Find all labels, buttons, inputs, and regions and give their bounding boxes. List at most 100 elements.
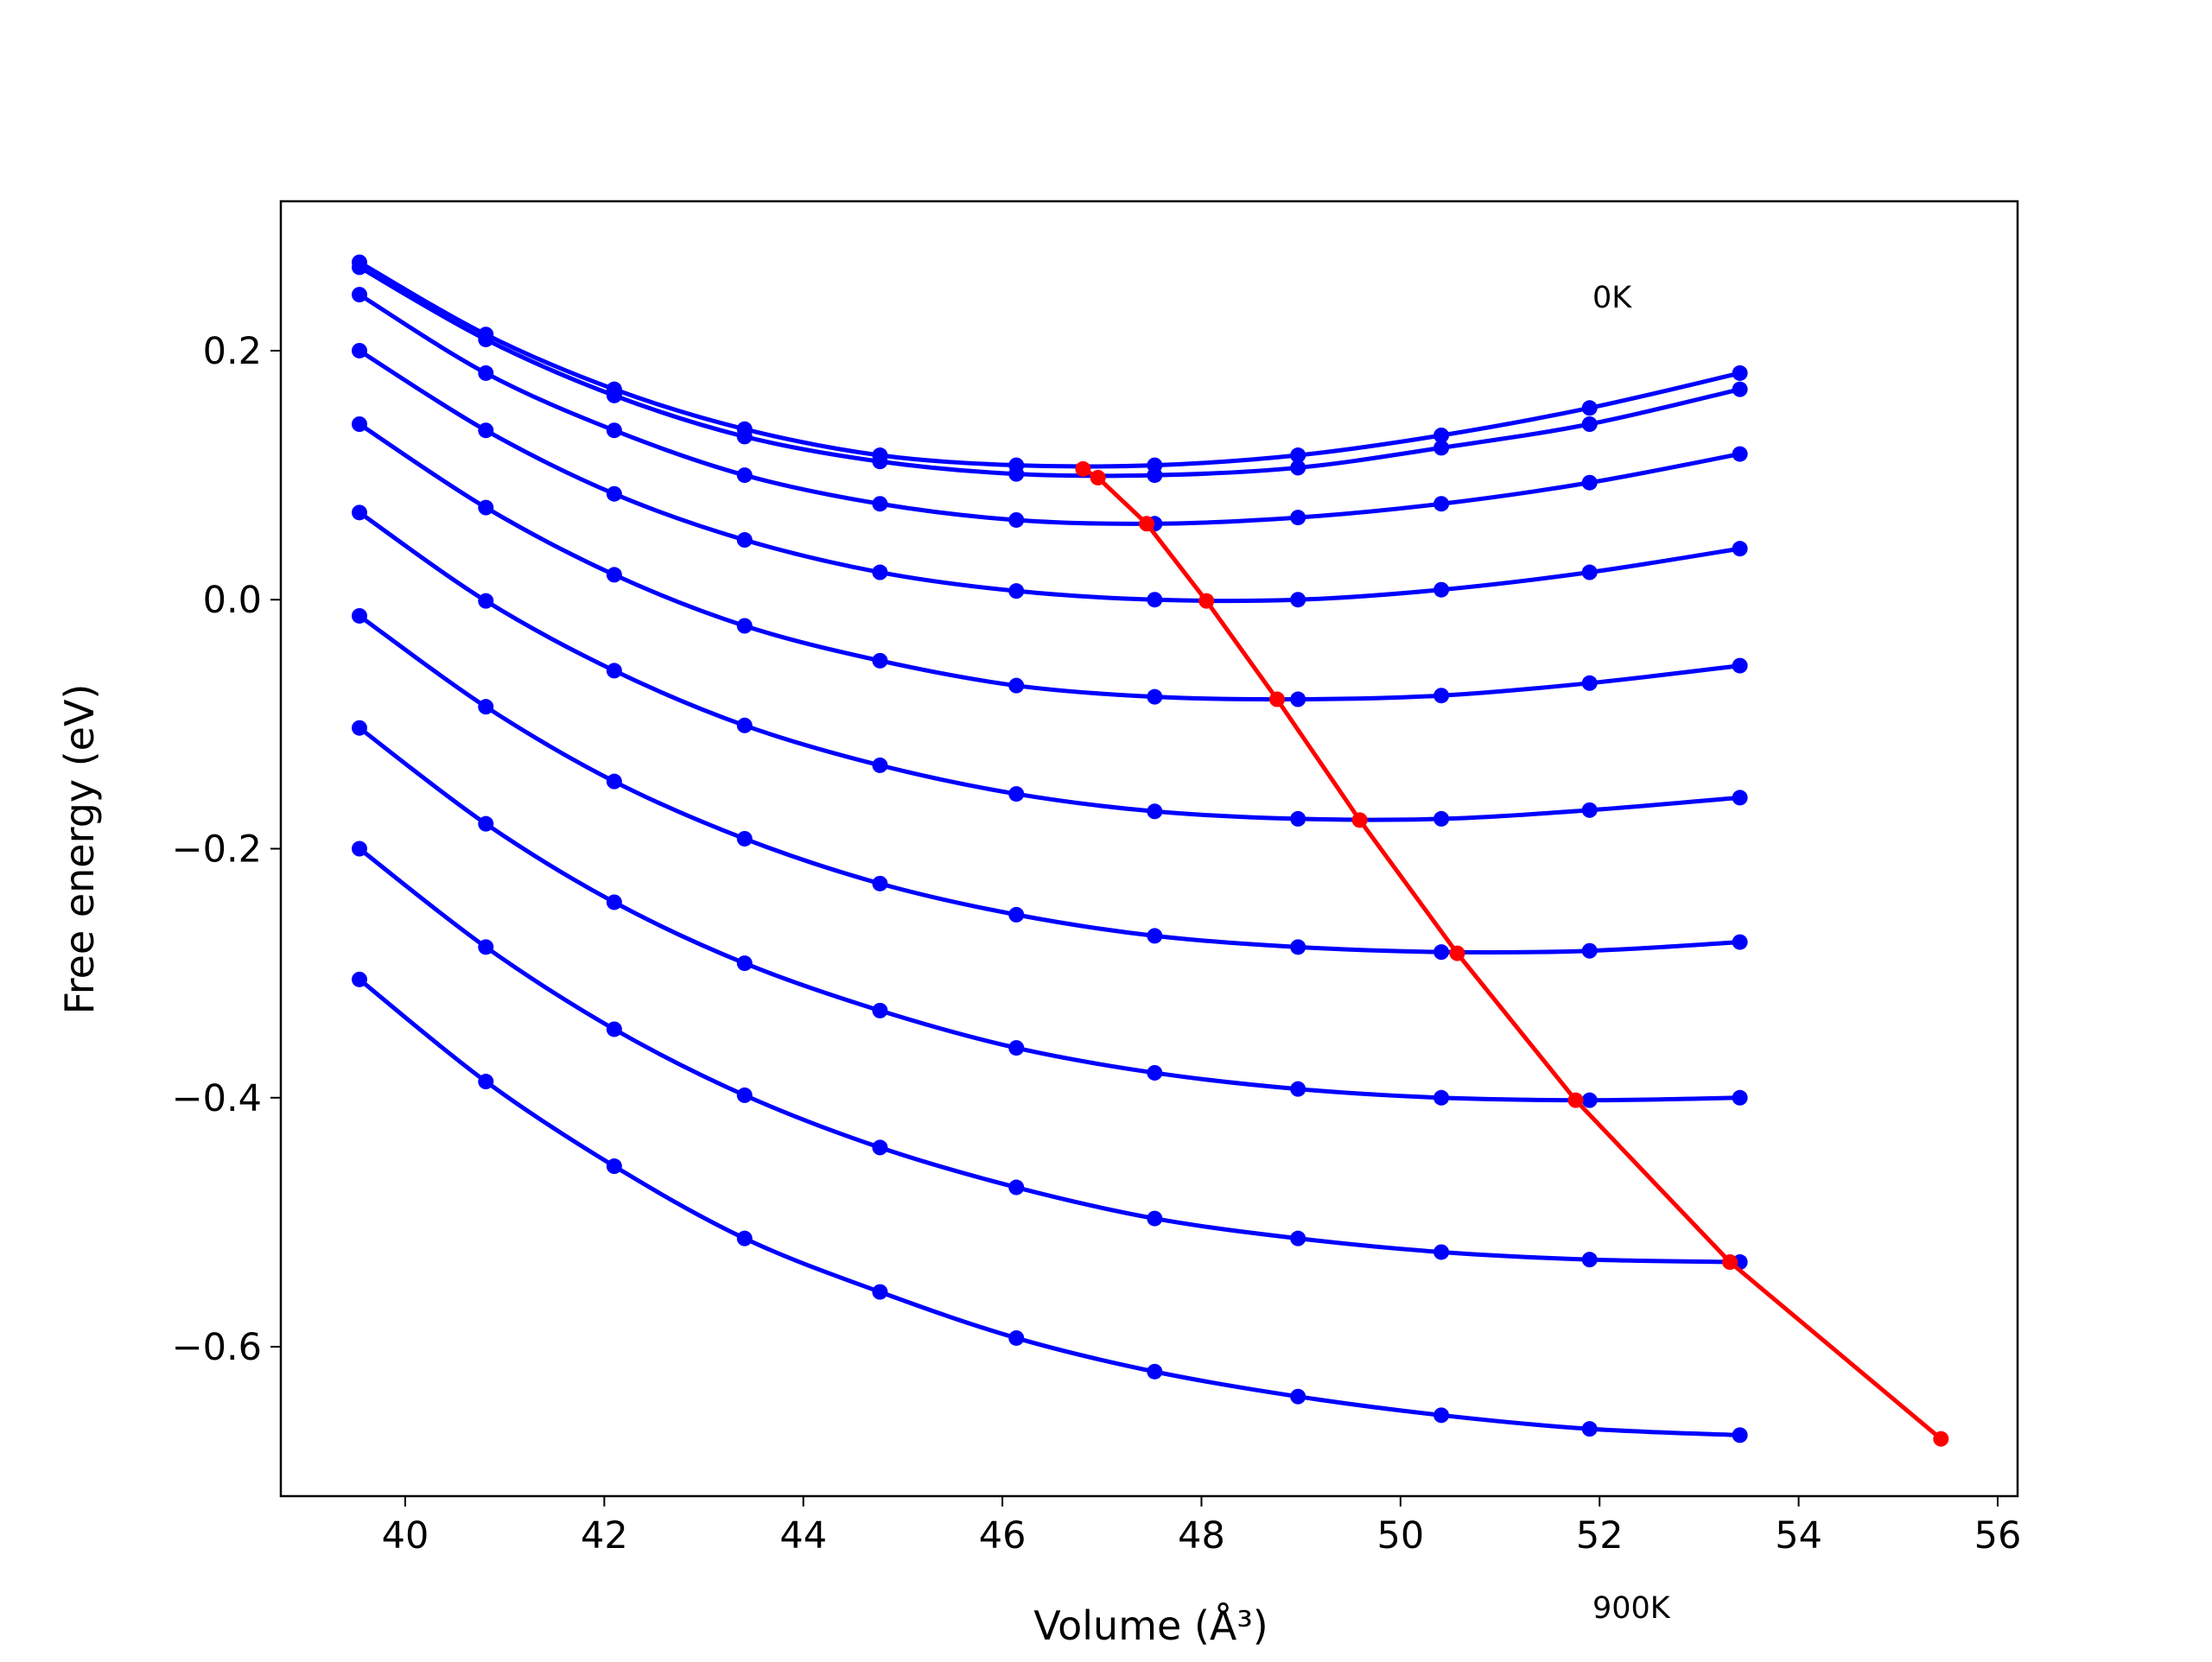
series-point (1433, 427, 1450, 443)
series-point (1008, 1329, 1025, 1346)
x-tick-label: 42 (581, 1514, 628, 1557)
series-point (1732, 790, 1748, 806)
series-point (1290, 460, 1306, 476)
y-axis-label: Free energy (eV) (56, 684, 103, 1015)
series-point (1433, 1089, 1450, 1106)
series-point (1008, 1040, 1025, 1056)
series-point (1290, 1081, 1306, 1097)
x-tick-label: 48 (1178, 1514, 1225, 1557)
y-tick-label: −0.4 (172, 1077, 262, 1120)
series-point (1351, 812, 1368, 828)
series-point (1147, 1064, 1163, 1081)
series-point (1732, 1089, 1748, 1106)
series-point (872, 454, 888, 470)
series-point (872, 1284, 888, 1300)
annotation: 900K (1592, 1591, 1671, 1626)
series-point (736, 1230, 753, 1246)
series-point (478, 939, 494, 955)
series-point (1147, 467, 1163, 484)
series-point (1290, 510, 1306, 526)
series-line (358, 613, 1740, 955)
series-point (1008, 466, 1025, 482)
series-point (1290, 810, 1306, 827)
series-point (1008, 583, 1025, 599)
series-point (1290, 691, 1306, 707)
y-tick-label: −0.6 (172, 1326, 262, 1369)
x-tick-label: 56 (1974, 1514, 2022, 1557)
series-point (351, 841, 367, 857)
series-point (606, 567, 622, 583)
series-point (606, 387, 622, 403)
x-tick-label: 44 (779, 1514, 827, 1557)
series-point (1147, 1210, 1163, 1227)
series-point (1732, 381, 1748, 397)
series-point (1433, 440, 1450, 456)
series-point (1581, 675, 1598, 691)
series-point (478, 365, 494, 381)
series-point (478, 1074, 494, 1090)
series-point (1008, 1179, 1025, 1196)
series-point (351, 259, 367, 276)
series-point (736, 428, 753, 445)
x-axis-label: Volume (Å³) (1033, 1602, 1268, 1649)
x-tick-label: 50 (1376, 1514, 1424, 1557)
series-point (1581, 564, 1598, 580)
series-point (1008, 786, 1025, 802)
series-point (1147, 1363, 1163, 1380)
series-point (736, 1087, 753, 1103)
plot-frame (279, 200, 2019, 1498)
series-point (1732, 446, 1748, 462)
series-point (1567, 1092, 1584, 1108)
series-point (1290, 939, 1306, 955)
series-point (1147, 928, 1163, 944)
x-tick-label: 54 (1775, 1514, 1822, 1557)
series-point (872, 564, 888, 580)
series-point (1732, 1427, 1748, 1443)
series-point (478, 815, 494, 832)
series-point (1433, 496, 1450, 512)
series-point (1290, 592, 1306, 608)
series-point (1008, 677, 1025, 694)
series-point (1139, 516, 1155, 532)
series-point (1433, 581, 1450, 598)
series-point (478, 699, 494, 715)
series-point (872, 757, 888, 773)
series-point (736, 532, 753, 549)
series-point (606, 773, 622, 790)
series-point (1075, 460, 1091, 477)
series-point (1722, 1254, 1738, 1271)
series-point (1198, 593, 1215, 609)
series-point (606, 485, 622, 502)
series-point (1732, 541, 1748, 557)
series-point (606, 1158, 622, 1175)
series-point (351, 287, 367, 303)
series-point (1433, 688, 1450, 704)
series-point (1581, 1421, 1598, 1437)
series-point (606, 1021, 622, 1037)
y-tick-label: 0.0 (203, 579, 262, 622)
series-point (736, 717, 753, 733)
series-point (606, 894, 622, 910)
series-point (1433, 810, 1450, 827)
x-tick-label: 46 (979, 1514, 1027, 1557)
series-point (1290, 1388, 1306, 1405)
series-point (1090, 469, 1106, 485)
series-point (1581, 942, 1598, 959)
series-point (1433, 944, 1450, 961)
series-point (606, 663, 622, 679)
series-point (872, 496, 888, 512)
x-tick-label: 40 (382, 1514, 429, 1557)
series-point (1581, 1092, 1598, 1108)
series-point (1008, 906, 1025, 923)
series-point (872, 1002, 888, 1018)
series-point (1433, 1244, 1450, 1260)
series-point (351, 416, 367, 433)
series-point (478, 331, 494, 347)
series-point (1732, 934, 1748, 950)
series-point (872, 652, 888, 669)
y-tick-label: −0.2 (172, 828, 262, 872)
series-point (1581, 400, 1598, 416)
series-point (1008, 511, 1025, 528)
series-point (1290, 1230, 1306, 1246)
